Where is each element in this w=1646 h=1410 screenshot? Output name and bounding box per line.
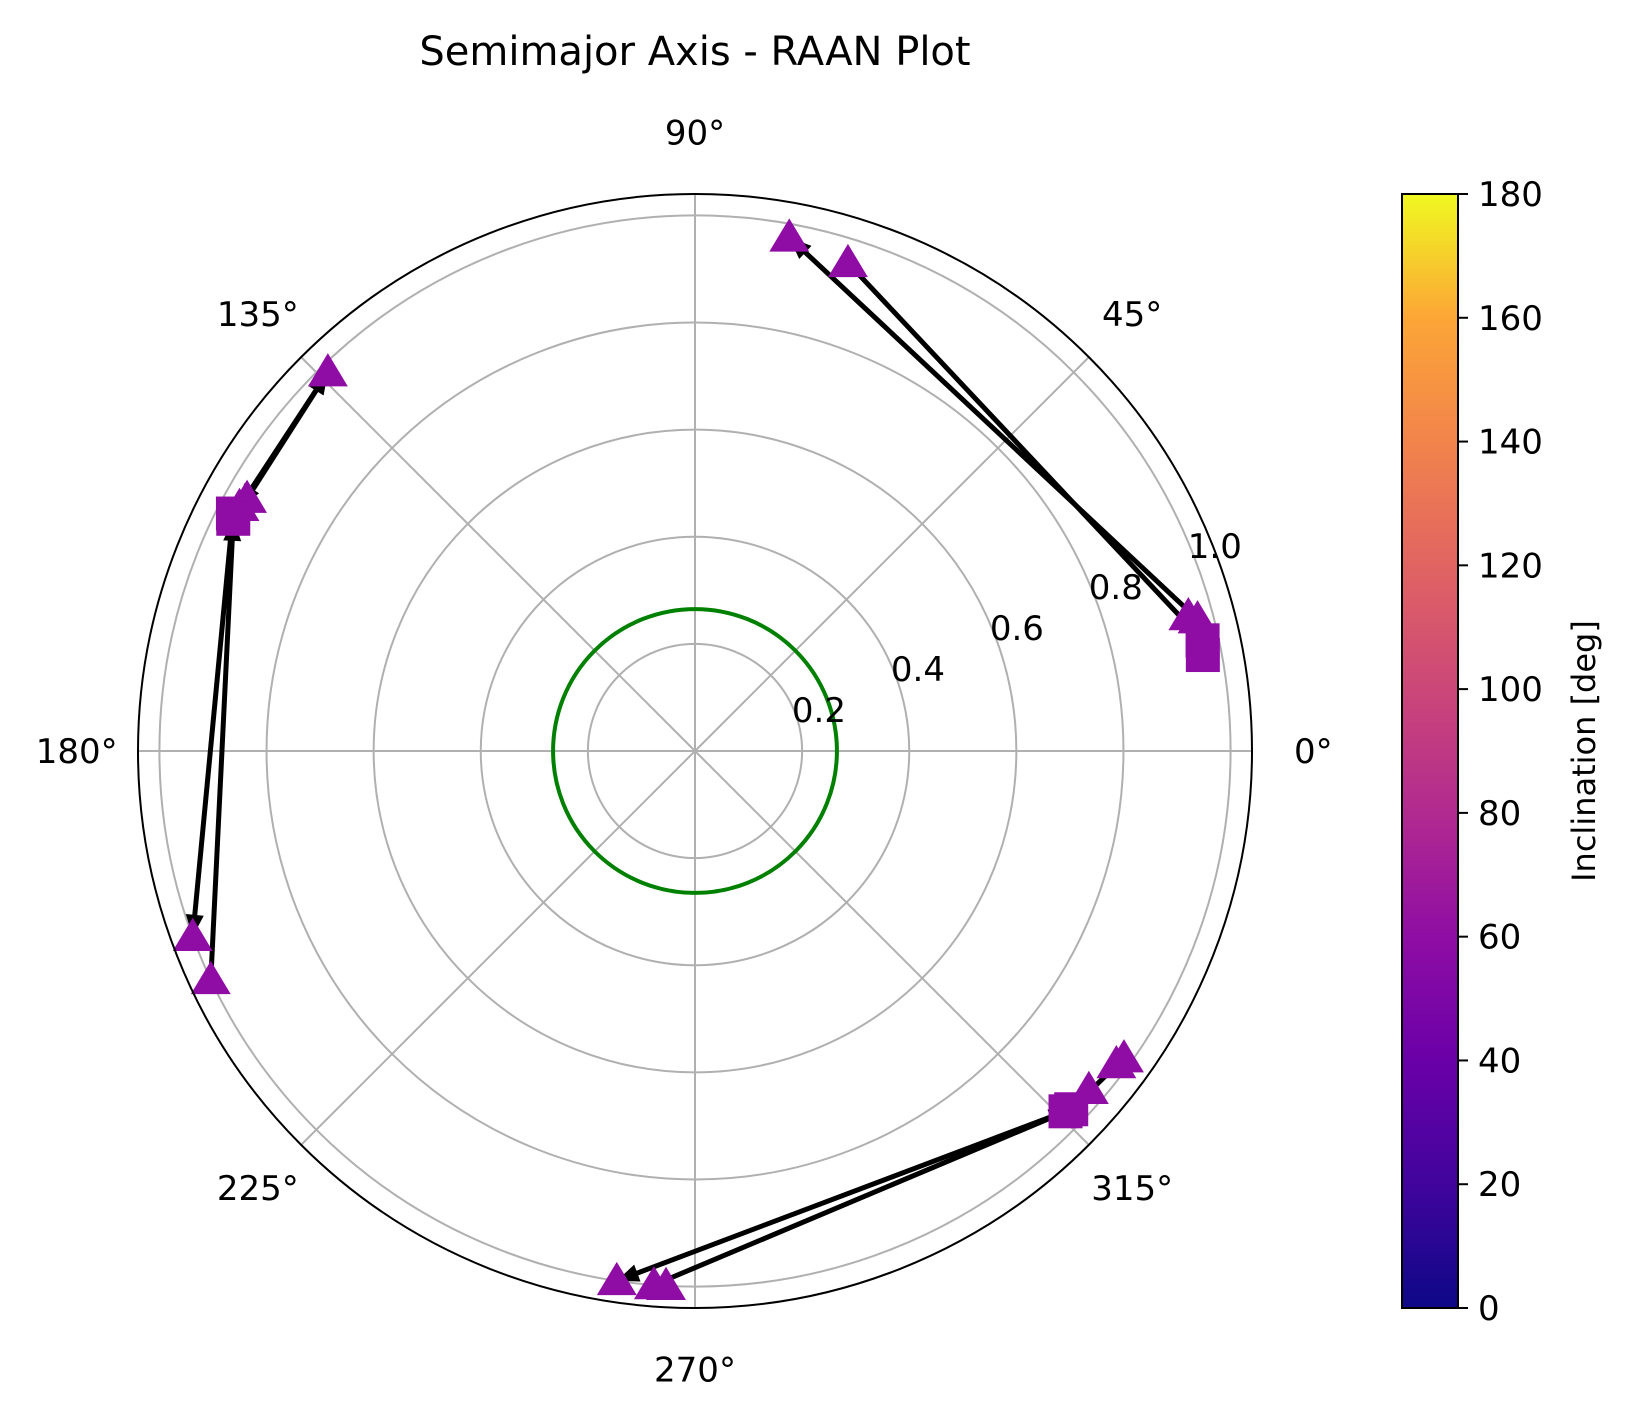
colorbar-label: Inclination [deg] xyxy=(1565,620,1603,882)
colorbar-tick-label: 100 xyxy=(1478,670,1543,710)
angular-gridline xyxy=(694,750,1090,1146)
triangle-marker xyxy=(596,1261,637,1296)
angle-tick-label: 90° xyxy=(665,114,725,154)
colorbar-ticks: 0 20 40 60 80 100 120 140 160 180 xyxy=(1458,175,1543,1329)
radial-tick-labels: 0.2 0.4 0.6 0.8 1.0 xyxy=(792,527,1242,731)
triangle-marker xyxy=(1168,597,1209,631)
radial-tick-label: 1.0 xyxy=(1188,527,1242,567)
chart-title: Semimajor Axis - RAAN Plot xyxy=(419,29,970,75)
triangle-marker xyxy=(769,218,810,252)
angle-tick-label: 0° xyxy=(1294,732,1333,772)
angular-gridline xyxy=(694,356,1090,752)
colorbar-tick-label: 140 xyxy=(1478,423,1543,463)
colorbar-tick-label: 120 xyxy=(1478,546,1543,586)
arrow-shaft xyxy=(237,370,330,509)
angle-tick-label: 315° xyxy=(1091,1169,1173,1209)
polar-grid xyxy=(138,194,1252,1308)
radial-tick-label: 0.8 xyxy=(1089,568,1143,608)
arrow-shaft xyxy=(615,1106,1073,1284)
triangle-marker xyxy=(190,960,231,995)
colorbar-tick-label: 80 xyxy=(1478,794,1521,834)
reference-circle-group xyxy=(551,607,839,895)
transition-arrow xyxy=(237,370,330,509)
colorbar-gradient xyxy=(1401,193,1459,1309)
marker-layer xyxy=(172,218,1220,1301)
angle-tick-label: 135° xyxy=(217,295,299,335)
colorbar-tick-label: 160 xyxy=(1478,299,1543,339)
outer-spine xyxy=(137,193,1253,1309)
angle-tick-label: 270° xyxy=(654,1350,736,1390)
colorbar-tick-label: 20 xyxy=(1478,1165,1521,1205)
colorbar-tick-label: 0 xyxy=(1478,1289,1500,1329)
angle-tick-labels: 0° 45° 90° 135° 180° 225° 270° 315° xyxy=(36,114,1333,1391)
triangle-marker xyxy=(307,353,348,387)
arrow-shaft xyxy=(190,513,236,938)
angle-tick-label: 45° xyxy=(1102,295,1162,335)
arrow-shaft xyxy=(846,261,1205,643)
square-marker xyxy=(1048,1094,1083,1129)
arrow-shaft xyxy=(652,1106,1073,1288)
square-marker xyxy=(216,501,251,536)
triangle-marker xyxy=(646,1266,686,1301)
reference-circle xyxy=(551,607,839,895)
transition-arrow xyxy=(185,513,236,938)
triangle-marker xyxy=(172,917,213,952)
polar-spine xyxy=(137,193,1253,1309)
square-marker xyxy=(1185,638,1220,673)
arrow-shaft xyxy=(208,518,236,981)
angular-gridline xyxy=(300,750,696,1146)
radial-tick-label: 0.4 xyxy=(891,650,945,690)
triangle-marker xyxy=(828,243,868,278)
colorbar-tick-label: 180 xyxy=(1478,175,1543,215)
radial-tick-label: 0.2 xyxy=(792,691,846,731)
colorbar-tick-label: 60 xyxy=(1478,918,1521,958)
angle-tick-label: 225° xyxy=(217,1169,299,1209)
transition-arrow xyxy=(615,1106,1073,1284)
colorbar-tick-label: 40 xyxy=(1478,1041,1521,1081)
angle-tick-label: 180° xyxy=(36,732,118,772)
colorbar: 0 20 40 60 80 100 120 140 160 180 Inclination [de… xyxy=(1401,175,1603,1329)
arrow-shaft xyxy=(787,235,1200,621)
angular-gridline xyxy=(300,356,696,752)
triangle-marker xyxy=(1096,1044,1137,1079)
radial-tick-label: 0.6 xyxy=(990,609,1044,649)
